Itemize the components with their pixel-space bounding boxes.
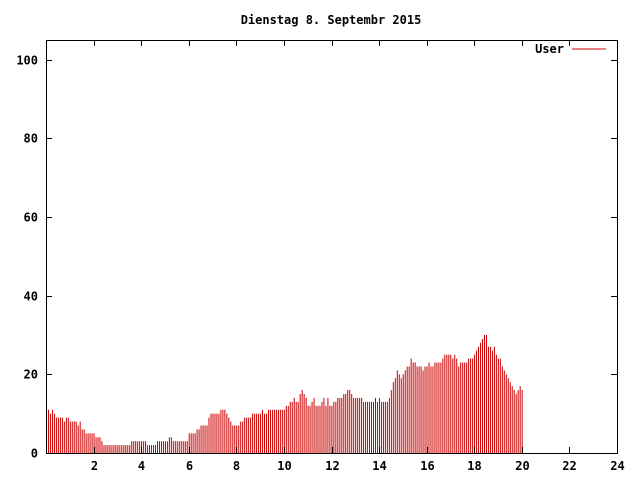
y-tick-label: 100: [16, 54, 38, 68]
x-tick-label: 24: [610, 459, 624, 473]
y-tick-label: 20: [24, 368, 38, 382]
x-tick-label: 8: [233, 459, 240, 473]
x-tick-label: 6: [186, 459, 193, 473]
x-tick-label: 22: [562, 459, 576, 473]
bars-group: [46, 335, 523, 453]
y-tick-label: 60: [24, 211, 38, 225]
legend-label: User: [535, 42, 564, 56]
y-tick-label: 40: [24, 290, 38, 304]
x-tick-label: 18: [467, 459, 481, 473]
plot-frame: [46, 40, 618, 454]
x-tick-label: 20: [515, 459, 529, 473]
x-tick-label: 10: [277, 459, 291, 473]
x-tick-label: 2: [91, 459, 98, 473]
x-tick-label: 12: [325, 459, 339, 473]
x-tick-label: 4: [138, 459, 145, 473]
x-tick-label: 16: [420, 459, 434, 473]
y-tick-label: 80: [24, 132, 38, 146]
chart-title: Dienstag 8. Septembr 2015: [241, 13, 422, 27]
legend: User: [535, 42, 606, 56]
y-tick-label: 0: [31, 447, 38, 461]
x-tick-label: 14: [372, 459, 386, 473]
